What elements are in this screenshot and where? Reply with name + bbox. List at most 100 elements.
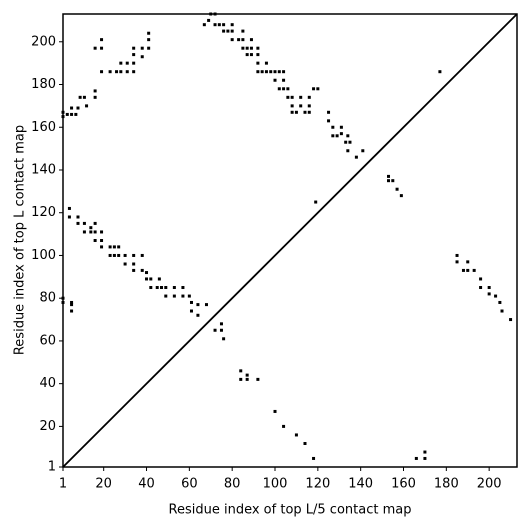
point [277,70,281,74]
y-tick-label: 60 [39,333,56,348]
point [145,271,149,275]
x-tick-label: 200 [477,477,502,492]
point [241,46,245,50]
point [70,106,74,110]
point [196,303,200,307]
point [260,70,264,74]
point [316,87,320,91]
point [312,87,316,91]
point [164,294,168,298]
point [145,277,149,281]
point [93,239,97,242]
point [70,300,74,304]
point [100,70,104,74]
point [466,268,470,272]
point [108,245,112,249]
point [327,119,331,123]
point [172,286,176,290]
y-tick-label: 80 [39,291,56,306]
point [187,294,191,298]
point [157,277,161,281]
point [277,87,281,91]
point [494,294,498,298]
point [335,134,339,138]
point [123,262,127,266]
point [455,260,459,264]
point [299,104,303,108]
point [117,245,121,249]
point [132,262,136,266]
point [307,104,311,108]
point [487,292,491,296]
point [132,61,136,65]
point [314,200,318,204]
x-tick-label: 120 [305,477,330,492]
y-tick-label: 160 [31,120,56,135]
point [82,95,86,99]
point [140,268,144,272]
point [132,253,136,257]
point [479,277,483,281]
point [241,38,245,42]
point [119,61,123,65]
point [85,104,89,108]
point [294,433,298,437]
point [181,286,185,290]
point [67,206,71,210]
point [479,286,483,290]
point [399,194,403,198]
point [273,70,277,74]
x-tick-label: 1 [59,477,67,492]
point [487,286,491,290]
point [344,140,348,144]
point [286,87,290,91]
point [256,53,260,57]
point [331,134,335,138]
x-tick-label: 80 [224,477,241,492]
point [256,61,260,65]
point [241,29,245,33]
point [303,110,307,114]
point [70,112,74,116]
x-tick-label: 140 [348,477,373,492]
point [125,70,129,74]
point [249,46,253,50]
point [76,215,80,219]
point [140,253,144,257]
point [455,253,459,257]
point [93,95,97,99]
point [423,450,427,454]
point [348,140,352,144]
point [256,46,260,50]
point [76,221,80,225]
point [213,328,217,332]
point [294,110,298,114]
point [147,46,151,50]
point [100,239,104,242]
point [466,260,470,264]
point [290,104,294,108]
point [222,23,226,27]
point [331,125,335,129]
y-tick-label: 40 [39,376,56,391]
y-tick-label: 140 [31,162,56,177]
point [222,337,226,341]
point [89,226,93,230]
point [65,112,69,116]
x-tick-label: 40 [138,477,155,492]
point [70,309,74,313]
point [354,155,358,159]
point [230,23,234,27]
point [264,61,268,65]
point [82,221,86,225]
x-axis-label: Residue index of top L/5 contact map [169,503,412,518]
point [245,377,249,381]
y-tick-label: 180 [31,77,56,92]
point [239,369,243,373]
point [202,23,206,27]
y-tick-label: 20 [39,419,56,434]
point [100,46,104,50]
point [93,46,97,50]
point [108,70,112,74]
x-tick-label: 20 [95,477,112,492]
